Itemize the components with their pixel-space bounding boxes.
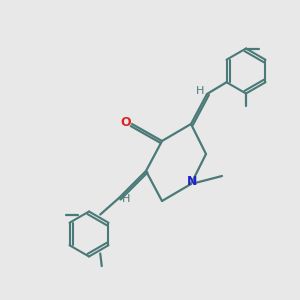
Text: H: H — [122, 194, 130, 205]
Text: O: O — [121, 116, 131, 129]
Text: H: H — [196, 86, 205, 96]
Text: N: N — [187, 175, 198, 188]
